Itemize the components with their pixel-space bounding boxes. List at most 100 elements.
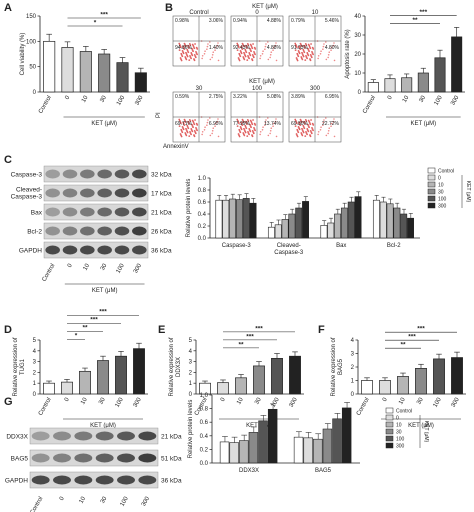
panel-b-top-2-flow-dot <box>317 57 319 60</box>
panel-g-sig-label: *** <box>408 334 416 341</box>
panel-b-bottom-0-flow-dot <box>186 131 189 134</box>
panel-c-lane-label: 0 <box>67 262 74 268</box>
panel-b-bottom-1-flow-dot <box>248 133 250 136</box>
panel-c-bar <box>295 207 303 239</box>
panel-b-sig-label: *** <box>420 9 428 16</box>
panel-b-top-1-flow-dot <box>262 50 264 52</box>
panel-b-bottom-1-flow-dot <box>236 125 239 128</box>
panel-b-bottom-2-flow-dot <box>300 121 303 124</box>
panel-b-bottom-2-flow-dot <box>330 122 333 125</box>
panel-letter-e: E <box>158 324 165 336</box>
panel-c-legend-swatch <box>427 188 436 195</box>
panel-f-bar <box>332 418 342 464</box>
panel-a-x-tick-label: 0 <box>64 94 71 100</box>
panel-b-top-1-flow-dot <box>269 54 272 56</box>
panel-b-x-tick-label: 10 <box>402 94 411 103</box>
panel-b-top-1-flow-dot <box>238 59 241 62</box>
panel-f-y-axis-label: Relative protein levels <box>188 400 194 459</box>
panel-b-top-1-flow-q4: 4.88% <box>267 45 282 51</box>
panel-c-y-tick-label: 0.4 <box>198 212 207 218</box>
panel-b-top-0-flow-dot <box>184 45 187 48</box>
panel-f-blot-band <box>138 453 157 463</box>
panel-b-top-2-flow-dot <box>317 55 320 57</box>
panel-f-legend-swatch <box>385 442 394 449</box>
panel-b-top-1-flow-dot <box>250 50 252 53</box>
panel-b-top-0-flow-dot <box>192 50 194 53</box>
panel-b-bottom-0-flow-dot <box>201 133 203 136</box>
panel-e-y-axis-label: DDX3X <box>176 357 182 377</box>
panel-b-top-0-flow-dot <box>193 59 196 62</box>
panel-a-x-tick-label: Control <box>38 95 53 115</box>
panel-b-bottom-2-flow-dot <box>332 120 335 123</box>
panel-f-blot-row-label: BAG5 <box>11 456 29 463</box>
panel-b-top-2-flow-dot <box>303 51 306 54</box>
panel-b-bottom-2-flow-dot <box>297 131 300 134</box>
panel-b-bottom-0-flow-dot <box>185 134 188 137</box>
panel-f-blot-band <box>31 431 50 441</box>
panel-b-bottom-2-flow-dot <box>320 126 322 128</box>
panel-d-x-axis-label: KET (μM) <box>90 423 116 429</box>
panel-c-legend-label: Control <box>438 169 454 175</box>
panel-b-top-0-flow-dot <box>193 47 196 50</box>
panel-g-y-axis-label: BAG5 <box>338 358 344 375</box>
panel-b-top-1-flow-dot <box>275 59 278 62</box>
panel-f-legend-label: 30 <box>396 430 402 436</box>
panel-b-y-tick-label: 10 <box>354 71 361 77</box>
panel-b-top-2-flow-dot <box>296 59 299 62</box>
panel-c-blot-band <box>132 188 147 198</box>
panel-b-top-1-flow-dot <box>259 55 262 57</box>
panel-b-bottom-1-flow-dot <box>246 135 249 138</box>
panel-b-top-2-flow-dot <box>294 49 297 52</box>
panel-b-bottom-2-flow-dot <box>328 127 331 129</box>
panel-b-bar <box>451 36 463 93</box>
panel-b-top-0-flow-dot <box>217 42 219 44</box>
panel-f-blot-band <box>74 431 93 441</box>
panel-c-legend-swatch <box>427 174 436 181</box>
panel-f-legend-swatch <box>385 428 394 435</box>
panel-c-y-axis-label: Relative protein levels <box>186 179 192 238</box>
panel-b-top-1-flow-title: 0 <box>255 10 259 16</box>
panel-a-bar <box>98 53 111 93</box>
panel-b-bottom-0-flow-dot <box>191 130 194 133</box>
panel-e-y-tick-label: 0 <box>189 392 193 398</box>
panel-b-bottom-0-flow-dot <box>182 128 185 131</box>
panel-b-top-2-flow-dot <box>302 55 305 58</box>
panel-b-bottom-1-flow-dot <box>275 118 277 120</box>
panel-b-bottom-0-flow-dot <box>193 135 196 138</box>
panel-b-bottom-2-flow-dot <box>298 128 301 131</box>
panel-c-bar <box>274 224 282 239</box>
panel-a-x-tick-label: 100 <box>116 94 127 106</box>
panel-b-top-1-flow-dot <box>246 59 249 62</box>
panel-g-y-tick-label: 3 <box>351 352 355 358</box>
panel-b-top-0-flow-q4: 1.40% <box>209 45 224 51</box>
panel-f-bar <box>229 442 239 464</box>
panel-c-y-tick-label: 1.0 <box>198 176 207 182</box>
panel-e-x-tick-label: 10 <box>236 396 245 405</box>
panel-f-blot-band <box>117 475 135 485</box>
panel-g-x-axis-label: KET (μM) <box>408 423 434 429</box>
panel-c-legend-title: KET (μM) <box>465 181 471 203</box>
panel-c-bar <box>386 203 394 239</box>
panel-c-legend-label: 0 <box>438 176 441 182</box>
panel-b-top-1-flow-dot <box>243 58 246 61</box>
panel-d-bar <box>43 382 55 395</box>
panel-a-y-tick-label: 100 <box>26 39 37 45</box>
panel-b-bottom-1-flow-dot <box>259 131 262 133</box>
panel-b-top-2-flow-dot <box>297 55 300 58</box>
panel-c-lane-label: 10 <box>83 262 92 271</box>
panel-b-top-2-flow-dot <box>312 53 314 56</box>
panel-f-blot-band <box>95 453 114 463</box>
panel-b-bottom-0-flow-dot <box>192 126 194 129</box>
panel-b-bottom-1-flow-dot <box>275 135 278 138</box>
panel-b-bottom-2-flow-dot <box>309 135 312 138</box>
panel-c-bar <box>302 201 309 239</box>
panel-b-bottom-2-flow-dot <box>325 134 328 137</box>
panel-b-bottom-2-flow-dot <box>307 130 310 133</box>
panel-f-group-label: BAG5 <box>315 468 332 474</box>
panel-c-blot-row-label: Caspase-3 <box>11 194 43 201</box>
panel-b-top-0-flow-dot <box>181 55 184 58</box>
panel-b-bottom-0-flow-dot <box>204 126 206 128</box>
panel-b-top-0-flow-dot <box>188 59 191 62</box>
panel-b-top-2-flow-q4: 4.80% <box>325 45 340 51</box>
